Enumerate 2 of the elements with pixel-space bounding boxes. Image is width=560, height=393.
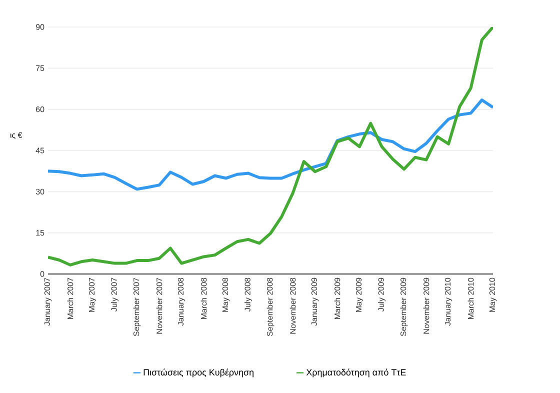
legend-label: Πιστώσεις προς Κυβέρνηση [144, 368, 254, 378]
legend-label: Χρηματοδότηση από ΤτΕ [306, 368, 406, 378]
